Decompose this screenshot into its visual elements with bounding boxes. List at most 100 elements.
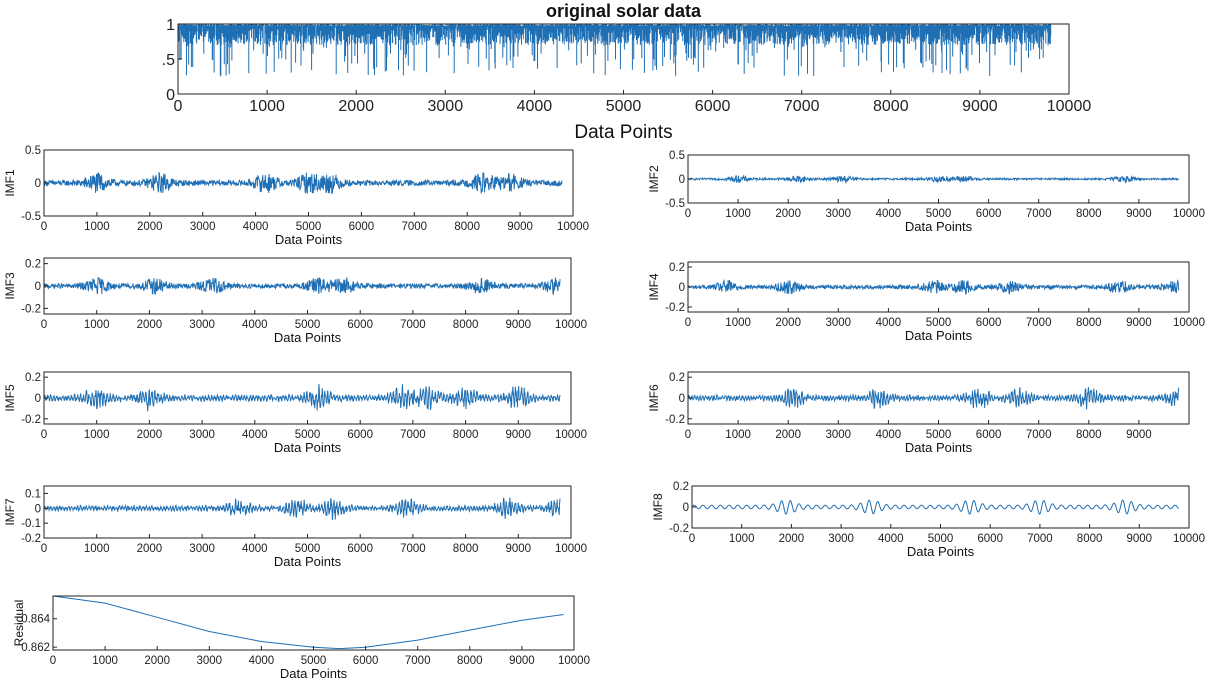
imf6-xtick-label: 2000 [775, 429, 801, 441]
imf1-xtick-label: 0 [41, 221, 47, 233]
imf6-xtick-label: 0 [685, 429, 691, 441]
imf3-xtick-label: 8000 [453, 319, 479, 331]
residual-xlabel: Data Points [280, 666, 348, 681]
imf8-ylabel: IMF8 [651, 493, 665, 521]
imf6-xtick-label: 6000 [976, 429, 1002, 441]
imf4-xtick-label: 4000 [876, 317, 902, 329]
imf1-xtick-label: 2000 [137, 221, 163, 233]
imf7-xtick-label: 5000 [295, 543, 321, 555]
imf1-ytick-label: 0 [35, 178, 41, 190]
imf5-xtick-label: 8000 [453, 429, 479, 441]
imf6-xtick-label: 9000 [1126, 429, 1152, 441]
imf3-xtick-label: 10000 [555, 319, 587, 331]
imf1-xtick-label: 1000 [84, 221, 110, 233]
imf4-xtick-label: 10000 [1173, 317, 1205, 329]
imf8-xtick-label: 7000 [1027, 533, 1053, 545]
imf4-ytick-label: 0.2 [669, 262, 685, 274]
imf8-xtick-label: 3000 [828, 533, 854, 545]
imf3-xtick-label: 2000 [137, 319, 163, 331]
imf8-xtick-label: 6000 [977, 533, 1003, 545]
imf5-xlabel: Data Points [274, 440, 342, 455]
original-ytick-label: 0 [166, 87, 175, 104]
imf6-ylabel: IMF6 [647, 384, 661, 412]
imf2-xtick-label: 3000 [826, 208, 852, 220]
residual-xtick-label: 7000 [405, 655, 431, 667]
imf2-ytick-label: 0.5 [669, 150, 685, 162]
imf4-xtick-label: 0 [685, 317, 691, 329]
imf2-ytick-label: 0 [679, 174, 685, 186]
imf1-series-line [43, 171, 563, 195]
original-xtick-label: 0 [174, 98, 183, 115]
imf1-ytick-label: 0.5 [25, 145, 41, 157]
imf2-series-line [687, 174, 1180, 185]
imf7-xtick-label: 4000 [242, 543, 268, 555]
original-ytick-label: .5 [162, 52, 175, 69]
original-series-line [177, 24, 1052, 77]
imf1-xtick-label: 7000 [402, 221, 428, 233]
residual-xtick-label: 10000 [558, 655, 590, 667]
residual-xtick-label: 2000 [144, 655, 170, 667]
residual-axes-frame [52, 595, 575, 651]
residual-xtick-label: 6000 [353, 655, 379, 667]
imf8-ytick-label: -0.2 [669, 523, 689, 535]
imf5-xtick-label: 6000 [347, 429, 373, 441]
residual-xtick-label: 1000 [92, 655, 118, 667]
residual-xtick-label: 5000 [301, 655, 327, 667]
imf5-xtick-label: 5000 [295, 429, 321, 441]
imf2-xtick-label: 4000 [876, 208, 902, 220]
imf7-xtick-label: 6000 [347, 543, 373, 555]
imf7-xtick-label: 10000 [555, 543, 587, 555]
imf5-xtick-label: 1000 [84, 429, 110, 441]
imf2-xlabel: Data Points [905, 219, 973, 234]
imf5-ytick-label: -0.2 [21, 414, 41, 426]
imf8-subplot: 0 1000 2000 3000 4000 5000 6000 7000 8000 9000 100… [651, 481, 1205, 559]
imf8-xlabel: Data Points [907, 544, 975, 559]
imf8-xtick-label: 5000 [928, 533, 954, 545]
imf1-xtick-label: 3000 [190, 221, 216, 233]
residual-series-line [52, 595, 564, 650]
residual-ylabel: Residual [12, 600, 26, 647]
imf8-series-line [691, 499, 1180, 515]
imf8-ytick-label: 0.2 [673, 481, 689, 493]
imf5-ytick-label: 0.2 [25, 372, 41, 384]
imf2-xtick-label: 10000 [1173, 208, 1205, 220]
imf4-xtick-label: 3000 [826, 317, 852, 329]
imf7-xtick-label: 3000 [189, 543, 215, 555]
imf2-xtick-label: 1000 [725, 208, 751, 220]
imf1-ylabel: IMF1 [3, 169, 17, 197]
imf1-xtick-label: 8000 [454, 221, 480, 233]
imf7-xtick-label: 7000 [400, 543, 426, 555]
residual-xtick-label: 3000 [197, 655, 223, 667]
imf4-ytick-label: -0.2 [665, 302, 685, 314]
imf4-xtick-label: 7000 [1026, 317, 1052, 329]
imf1-ytick-label: -0.5 [21, 211, 41, 223]
imf7-subplot: 0 1000 2000 3000 4000 5000 6000 7000 8000 9000 100… [3, 485, 587, 569]
original-xtick-label: 7000 [784, 98, 820, 115]
residual-xtick-label: 0 [50, 655, 56, 667]
imf4-xlabel: Data Points [905, 328, 973, 343]
imf1-xlabel: Data Points [275, 232, 343, 247]
imf3-xlabel: Data Points [274, 330, 342, 345]
imf6-ytick-label: 0 [679, 393, 685, 405]
original-xtick-label: 1000 [249, 98, 285, 115]
original-title: original solar data [546, 1, 702, 21]
imf3-ytick-label: 0 [35, 281, 41, 293]
imf8-xtick-label: 0 [689, 533, 695, 545]
imf1-subplot: 0 1000 2000 3000 4000 5000 6000 7000 8000 9000 100… [3, 145, 589, 247]
imf6-ytick-label: 0.2 [669, 372, 685, 384]
imf7-ytick-label: 0.1 [25, 488, 41, 500]
imf4-xtick-label: 5000 [926, 317, 952, 329]
imf2-xtick-label: 5000 [926, 208, 952, 220]
imf5-xtick-label: 0 [41, 429, 47, 441]
imf2-xtick-label: 8000 [1076, 208, 1102, 220]
imf8-xtick-label: 1000 [729, 533, 755, 545]
imf4-ylabel: IMF4 [647, 273, 661, 301]
imf4-xtick-label: 9000 [1126, 317, 1152, 329]
imf3-xtick-label: 1000 [84, 319, 110, 331]
original-xtick-label: 5000 [606, 98, 642, 115]
original-xtick-label: 10000 [1047, 98, 1092, 115]
residual-subplot: 0 1000 2000 3000 4000 5000 6000 7000 8000 9000 100… [12, 595, 590, 681]
imf4-subplot: 0 1000 2000 3000 4000 5000 6000 7000 8000 9000 100… [647, 261, 1205, 343]
imf5-xtick-label: 4000 [242, 429, 268, 441]
imf7-series-line [43, 497, 561, 521]
